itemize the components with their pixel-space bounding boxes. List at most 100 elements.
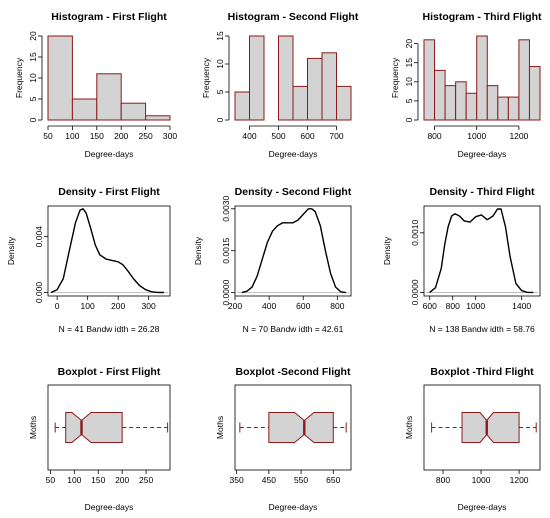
chart-title: Density - Third Flight bbox=[430, 186, 535, 198]
x-tick-label: 250 bbox=[139, 475, 153, 485]
chart-title: Histogram - Third Flight bbox=[423, 11, 542, 23]
x-tick-label: 400 bbox=[242, 131, 256, 141]
plot-frame bbox=[47, 384, 171, 471]
x-axis-label: Degree-days bbox=[458, 149, 507, 159]
y-tick-label: 0.0000 bbox=[410, 279, 420, 305]
y-tick-label: 10 bbox=[215, 59, 225, 69]
x-tick-label: 450 bbox=[262, 475, 276, 485]
chart-title: Histogram - First Flight bbox=[51, 11, 167, 23]
notched-box bbox=[65, 412, 123, 443]
y-tick-label: 0 bbox=[28, 117, 38, 122]
y-tick-label: 5 bbox=[404, 98, 414, 103]
y-axis-label: Frequency bbox=[390, 57, 400, 98]
x-tick-label: 1400 bbox=[512, 301, 531, 311]
x-tick-label: 1000 bbox=[467, 131, 486, 141]
y-tick-label: 0.004 bbox=[34, 226, 44, 248]
histogram-bar bbox=[465, 92, 478, 121]
x-axis-label: Degree-days bbox=[85, 149, 134, 159]
x-tick-label: 1200 bbox=[509, 131, 528, 141]
x-tick-label: 400 bbox=[262, 301, 276, 311]
histogram-bar bbox=[444, 85, 457, 121]
x-tick-label: 50 bbox=[43, 131, 53, 141]
y-tick-label: 0.0010 bbox=[410, 220, 420, 246]
y-axis-label: Frequency bbox=[201, 57, 211, 98]
x-axis-label: Degree-days bbox=[269, 502, 318, 512]
density-note: N = 138 Bandw idth = 58.76 bbox=[429, 324, 535, 334]
chart-title: Boxplot -Second Flight bbox=[236, 366, 351, 378]
histogram-bar bbox=[145, 115, 171, 121]
x-tick-label: 300 bbox=[142, 301, 156, 311]
x-tick-label: 200 bbox=[228, 301, 242, 311]
histogram-bar bbox=[307, 57, 323, 121]
panel-2: Histogram - Second Flight 400 500 600 700 0 5 1… bbox=[201, 11, 359, 159]
histogram-bar bbox=[321, 52, 337, 121]
y-tick-label: 5 bbox=[28, 96, 38, 101]
x-axis-label: Degree-days bbox=[458, 502, 507, 512]
histogram-bar bbox=[434, 69, 446, 121]
y-axis-label: Density bbox=[193, 236, 203, 265]
y-axis-label: Moths bbox=[215, 416, 225, 439]
y-tick-label: 0.0000 bbox=[221, 279, 231, 305]
density-curve bbox=[241, 208, 347, 294]
y-tick-label: 10 bbox=[404, 77, 414, 87]
panel-4: Density - First Flight 0 100 200 300 0.000 0.0… bbox=[6, 186, 171, 334]
histogram-bar bbox=[47, 35, 73, 121]
x-tick-label: 550 bbox=[294, 475, 308, 485]
histogram-bar bbox=[518, 39, 530, 121]
histogram-bar bbox=[423, 39, 436, 121]
panel-5: Density - Second Flight 200 400 600 800 0.000… bbox=[193, 186, 352, 334]
y-axis-label: Moths bbox=[28, 416, 38, 439]
x-tick-label: 350 bbox=[230, 475, 244, 485]
y-axis-label: Moths bbox=[404, 416, 414, 439]
x-tick-label: 600 bbox=[296, 301, 310, 311]
y-tick-label: 15 bbox=[404, 58, 414, 68]
panel-3: Histogram - Third Flight 800 1000 1200 0 5 10 1… bbox=[390, 11, 542, 159]
chart-title: Boxplot -Third Flight bbox=[430, 366, 534, 378]
histogram-bar bbox=[455, 81, 467, 121]
x-tick-label: 800 bbox=[436, 475, 450, 485]
x-tick-label: 0 bbox=[55, 301, 60, 311]
density-note: N = 41 Bandw idth = 26.28 bbox=[59, 324, 160, 334]
plot-frame bbox=[47, 205, 171, 297]
y-tick-label: 15 bbox=[215, 31, 225, 41]
density-note: N = 70 Bandw idth = 42.61 bbox=[243, 324, 344, 334]
y-axis-label: Density bbox=[6, 236, 16, 265]
panel-9: Boxplot -Third Flight 800 1000 1200 Degree-d… bbox=[404, 366, 541, 512]
histogram-bar bbox=[71, 98, 98, 121]
x-tick-label: 300 bbox=[163, 131, 177, 141]
histogram-bar bbox=[249, 35, 265, 121]
histogram-bar bbox=[234, 91, 250, 121]
chart-title: Density - Second Flight bbox=[235, 186, 352, 198]
plot-frame bbox=[234, 384, 352, 471]
histogram-bar bbox=[278, 35, 294, 121]
x-tick-label: 150 bbox=[91, 475, 105, 485]
x-tick-label: 1200 bbox=[510, 475, 529, 485]
x-tick-label: 100 bbox=[81, 301, 95, 311]
y-tick-label: 15 bbox=[28, 52, 38, 62]
plot-frame bbox=[423, 384, 541, 471]
histogram-bar bbox=[336, 85, 352, 121]
y-tick-label: 0 bbox=[215, 117, 225, 122]
x-tick-label: 800 bbox=[446, 301, 460, 311]
notched-box bbox=[268, 412, 334, 443]
y-tick-label: 0.0030 bbox=[221, 196, 231, 222]
histogram-bar bbox=[528, 66, 541, 121]
x-tick-label: 600 bbox=[300, 131, 314, 141]
histogram-bar bbox=[497, 96, 509, 121]
x-tick-label: 1000 bbox=[466, 301, 485, 311]
histogram-bar bbox=[96, 73, 122, 121]
x-tick-label: 50 bbox=[46, 475, 56, 485]
density-curve bbox=[429, 208, 534, 294]
y-tick-label: 0.000 bbox=[34, 282, 44, 304]
x-tick-label: 150 bbox=[90, 131, 104, 141]
x-tick-label: 800 bbox=[330, 301, 344, 311]
density-curve bbox=[50, 208, 164, 294]
y-tick-label: 20 bbox=[404, 39, 414, 49]
panel-8: Boxplot -Second Flight 350 450 550 650 Degree… bbox=[215, 366, 352, 512]
x-tick-label: 100 bbox=[67, 475, 81, 485]
histogram-bar bbox=[292, 85, 308, 121]
x-tick-label: 1000 bbox=[472, 475, 491, 485]
y-tick-label: 10 bbox=[28, 73, 38, 83]
x-tick-label: 100 bbox=[65, 131, 79, 141]
